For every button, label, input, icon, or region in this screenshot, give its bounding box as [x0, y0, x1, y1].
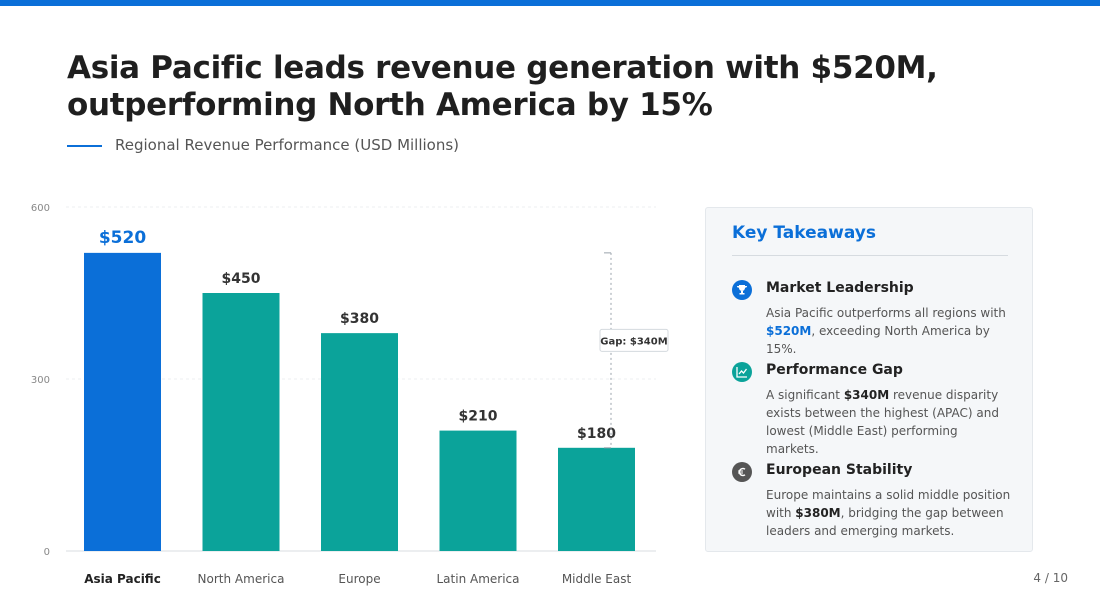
panel-divider	[732, 255, 1008, 256]
page-number: 4 / 10	[1033, 571, 1068, 585]
key-takeaways-panel: Key Takeaways Market Leadership Asia Pac…	[705, 207, 1033, 552]
x-tick-label: Middle East	[562, 572, 632, 586]
bar	[321, 333, 398, 551]
bar	[84, 252, 161, 551]
chart-subtitle: Regional Revenue Performance (USD Millio…	[115, 136, 460, 154]
takeaway-text: A significant $340M revenue disparity ex…	[766, 388, 999, 456]
data-label: $450	[222, 271, 261, 287]
data-label: $210	[459, 409, 498, 425]
y-tick-label: 300	[31, 375, 50, 386]
x-tick-label: Asia Pacific	[84, 572, 161, 586]
takeaway-title: Market Leadership	[766, 280, 914, 296]
bar-chart-svg: 0 300 600 $520 Asia Pacific $450 North America…	[31, 203, 669, 586]
euro-icon	[732, 462, 752, 482]
takeaway-text: Europe maintains a solid middle position…	[766, 488, 1011, 538]
chart-line-icon	[732, 362, 752, 382]
takeaway-title: European Stability	[766, 462, 913, 478]
y-tick-label: 0	[44, 547, 50, 558]
x-tick-label: North America	[198, 572, 285, 586]
trophy-icon	[732, 280, 752, 300]
gap-label: Gap: $340M	[600, 336, 667, 347]
subtitle-rule	[67, 145, 102, 147]
bar	[558, 447, 635, 551]
takeaway-text: Asia Pacific outperforms all regions wit…	[766, 306, 1006, 356]
x-tick-label: Latin America	[437, 572, 520, 586]
data-label: $520	[99, 228, 146, 248]
data-label: $180	[577, 426, 616, 442]
bar-chart: 0 300 600 $520 Asia Pacific $450 North America…	[20, 190, 670, 590]
bar	[439, 430, 517, 551]
y-tick-label: 600	[31, 203, 50, 214]
takeaway-title: Performance Gap	[766, 362, 903, 378]
gap-label-box	[599, 328, 669, 352]
bar	[202, 293, 280, 551]
top-accent-bar	[0, 0, 1100, 6]
slide-headline: Asia Pacific leads revenue generation wi…	[67, 50, 938, 123]
x-tick-label: Europe	[338, 572, 380, 586]
data-label: $380	[340, 311, 379, 327]
panel-title: Key Takeaways	[732, 223, 876, 243]
